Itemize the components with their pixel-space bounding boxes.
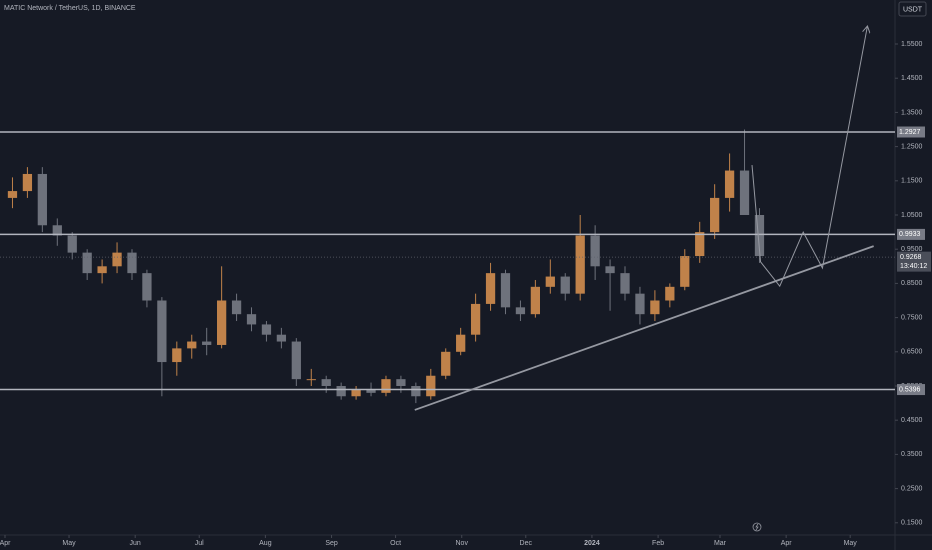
x-tick-label: Dec xyxy=(520,540,533,547)
candle-body xyxy=(710,197,720,233)
candle-body xyxy=(142,273,152,301)
level-label-box xyxy=(897,384,925,396)
candle-body xyxy=(605,266,615,274)
candle-body xyxy=(411,385,421,397)
candle-body xyxy=(396,379,406,386)
candle-body xyxy=(680,256,690,287)
candle-body xyxy=(261,324,272,335)
y-tick-label: 0.6500 xyxy=(901,349,923,356)
lightning-icon[interactable] xyxy=(752,522,762,532)
y-tick-label: 0.8500 xyxy=(901,280,923,287)
candle-body xyxy=(650,300,660,315)
level-label-box xyxy=(897,126,925,138)
candle-body xyxy=(231,300,242,315)
candle-body xyxy=(216,300,227,345)
currency-box[interactable] xyxy=(898,1,927,17)
candle-body xyxy=(470,303,481,335)
x-tick-label: May xyxy=(844,540,858,547)
candle-body xyxy=(22,173,33,192)
x-tick-label: Mar xyxy=(714,540,727,547)
candle-body xyxy=(515,307,526,315)
countdown-label: 13:40:12 xyxy=(900,263,927,270)
x-tick-label: Jun xyxy=(130,540,141,547)
candle-body xyxy=(441,351,451,376)
last-price-box xyxy=(897,251,931,272)
x-tick-label: Nov xyxy=(456,540,469,547)
y-tick-label: 1.2500 xyxy=(901,143,923,150)
y-tick-label: 1.4500 xyxy=(901,75,923,82)
candle-body xyxy=(485,273,496,304)
candle-body xyxy=(67,235,77,253)
candle-body xyxy=(306,379,316,381)
candle-body xyxy=(754,215,765,257)
chart-title: MATIC Network / TetherUS, 1D, BINANCE xyxy=(4,5,136,12)
candle-body xyxy=(590,235,600,267)
candle-body xyxy=(291,341,301,380)
y-tick-label: 0.4500 xyxy=(901,417,923,424)
x-tick-label: 2024 xyxy=(584,540,600,547)
level-label-box xyxy=(897,228,925,240)
candle-body xyxy=(724,170,735,198)
candle-body xyxy=(336,385,346,397)
level-label: 0.9933 xyxy=(899,231,921,238)
candle-body xyxy=(37,173,47,226)
candle-body xyxy=(187,341,197,349)
x-tick-label: May xyxy=(62,540,76,547)
candle-body xyxy=(620,273,630,294)
candle-body xyxy=(545,276,555,287)
x-tick-label: Aug xyxy=(259,540,272,547)
y-tick-label: 1.0500 xyxy=(901,212,923,219)
x-tick-label: Jul xyxy=(195,540,204,547)
last-price-label: 0.9268 xyxy=(900,254,922,261)
candle-body xyxy=(202,341,212,345)
y-tick-label: 1.5500 xyxy=(901,41,923,48)
candle-body xyxy=(560,276,570,294)
x-tick-label: Sep xyxy=(325,540,338,547)
y-tick-label: 0.7500 xyxy=(901,314,923,321)
y-tick-label: 0.9500 xyxy=(901,246,923,253)
candle-body xyxy=(739,170,750,216)
candle-body xyxy=(276,334,287,342)
candle-body xyxy=(52,225,62,236)
y-tick-label: 1.3500 xyxy=(901,109,923,116)
candle-body xyxy=(246,314,257,325)
candle-body xyxy=(665,286,675,301)
candle-body xyxy=(456,334,466,352)
candle-body xyxy=(381,379,391,393)
currency[interactable]: USDT xyxy=(903,6,923,13)
candle-body xyxy=(172,348,182,363)
lightning-icon xyxy=(755,523,759,531)
candle-body xyxy=(575,235,585,294)
x-tick-label: Apr xyxy=(0,540,11,547)
candle-body xyxy=(695,232,705,257)
x-tick-label: Feb xyxy=(652,540,664,547)
candle-body xyxy=(97,266,107,274)
trendline xyxy=(414,245,874,411)
level-label: 0.5396 xyxy=(899,386,921,393)
candle-body xyxy=(366,389,376,393)
candle-body xyxy=(127,252,137,274)
y-tick-label: 0.3500 xyxy=(901,451,923,458)
candle-body xyxy=(321,379,331,386)
y-tick-label: 1.1500 xyxy=(901,178,923,185)
projection-path xyxy=(751,27,867,288)
level-label: 1.2927 xyxy=(899,129,921,136)
candle-body xyxy=(500,273,511,308)
candle-body xyxy=(157,300,167,363)
candle-body xyxy=(7,191,18,198)
candle-body xyxy=(635,293,645,315)
y-tick-label: 0.2500 xyxy=(901,485,923,492)
candle-body xyxy=(82,252,92,274)
candle-body xyxy=(112,252,122,267)
candle-body xyxy=(426,375,436,397)
candle-body xyxy=(530,286,541,315)
x-tick-label: Apr xyxy=(781,540,793,547)
candle-body xyxy=(351,389,361,397)
x-tick-label: Oct xyxy=(390,540,401,547)
y-tick-label: 0.1500 xyxy=(901,520,923,527)
